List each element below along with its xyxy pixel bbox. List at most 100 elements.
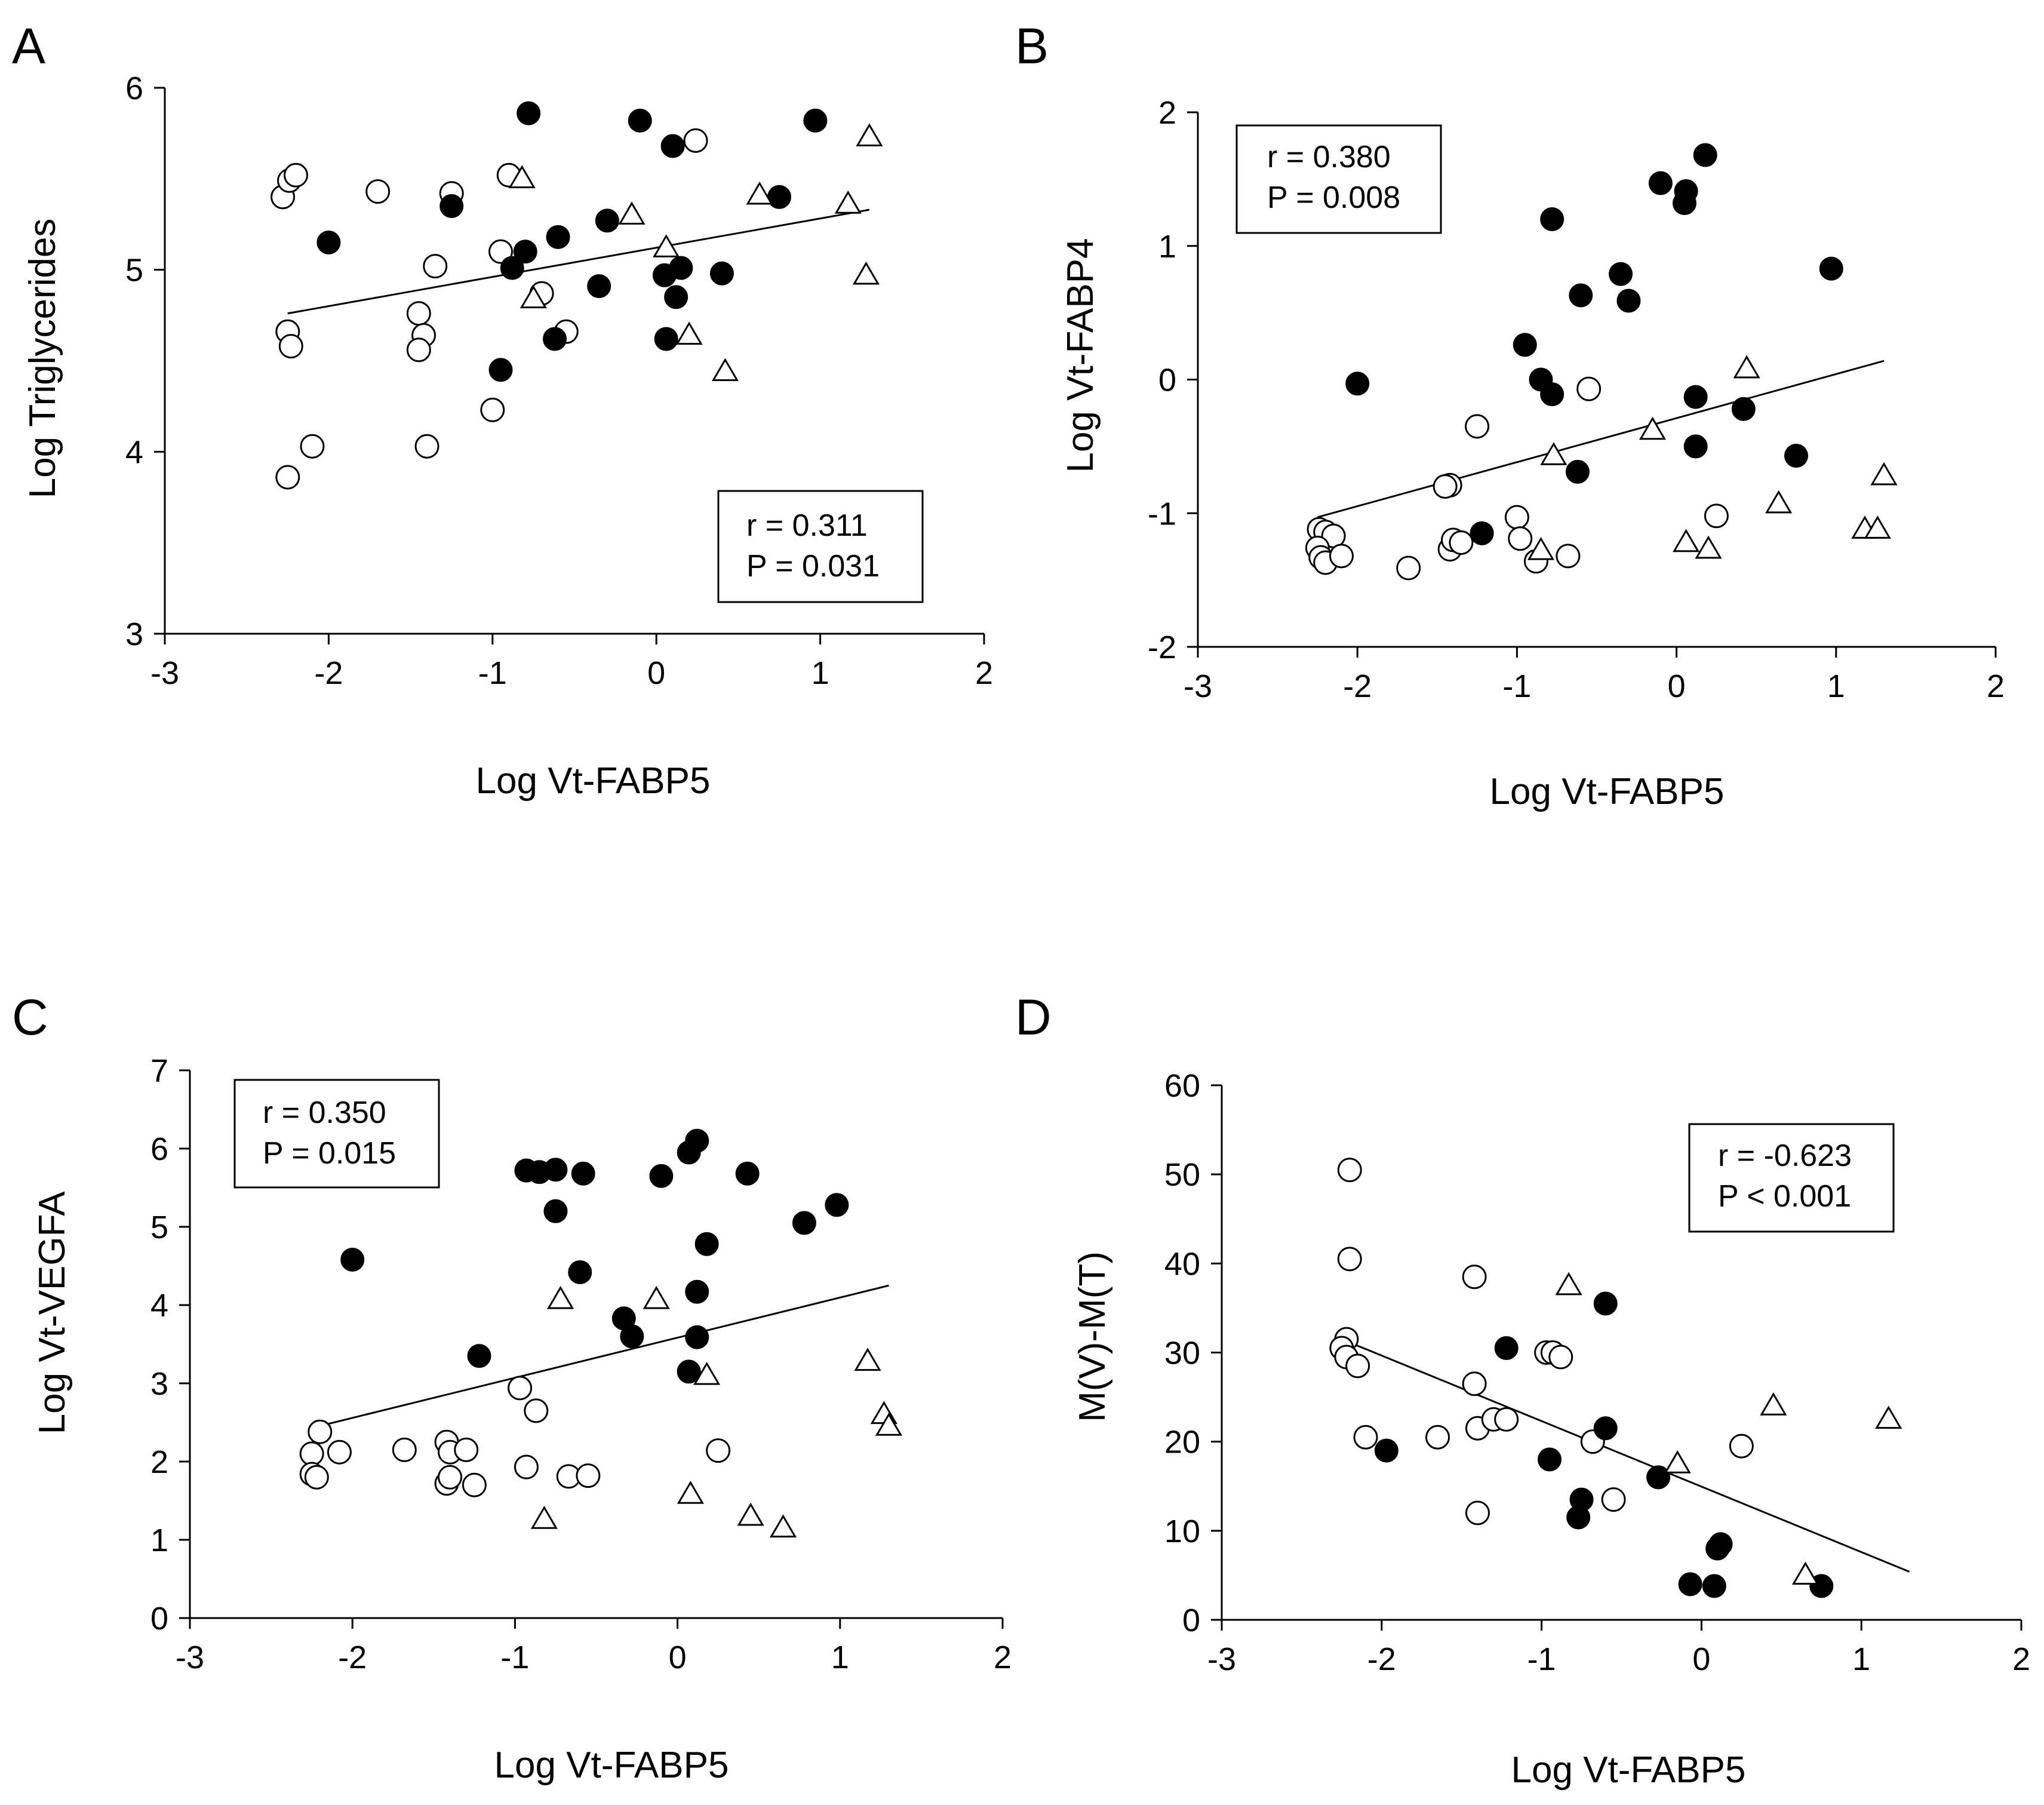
- y-tick-label: 5: [125, 253, 143, 288]
- data-point-filled-circle: [825, 1193, 849, 1217]
- data-point-filled-circle: [543, 1158, 568, 1182]
- data-point-open-triangle: [769, 1514, 797, 1538]
- x-tick-label: 1: [1852, 1641, 1870, 1677]
- data-point-filled-circle: [1683, 434, 1708, 459]
- panel-b: B Log Vt-FABP5 Log Vt-FABP4 -3 -2 -1 0 1 2-2-…: [1015, 18, 2005, 812]
- x-tick-label: 0: [1668, 668, 1686, 704]
- data-point-open-circle: [278, 334, 303, 359]
- stats-box: r = 0.311 P = 0.031: [717, 490, 924, 603]
- stats-box: r = -0.623 P < 0.001: [1688, 1123, 1895, 1233]
- data-point-filled-circle: [467, 1344, 491, 1368]
- data-point-filled-circle: [1345, 372, 1370, 396]
- data-point-open-triangle: [1870, 462, 1898, 486]
- data-point-open-triangle: [520, 285, 547, 309]
- data-point-open-triangle: [1555, 1272, 1582, 1296]
- x-tick-label: -3: [1184, 668, 1212, 704]
- data-point-open-circle: [1556, 544, 1581, 569]
- data-point-open-circle: [454, 1437, 479, 1462]
- y-tick-label: 30: [1164, 1336, 1200, 1371]
- data-point-filled-circle: [677, 1359, 701, 1384]
- stats-r: r = 0.380: [1267, 140, 1391, 174]
- x-tick-label: 2: [1987, 668, 2005, 704]
- x-tick-label: 1: [812, 655, 829, 691]
- data-point-open-triangle: [711, 358, 739, 382]
- y-tick-label: -1: [1148, 496, 1176, 532]
- data-point-filled-circle: [735, 1161, 760, 1186]
- data-point-open-circle: [480, 397, 505, 422]
- data-point-filled-circle: [685, 1128, 709, 1153]
- data-point-open-circle: [1548, 1344, 1573, 1370]
- stats-box: r = 0.350 P = 0.015: [233, 1079, 440, 1189]
- x-tick-label: -3: [1207, 1641, 1236, 1677]
- x-tick-label: -2: [338, 1640, 367, 1675]
- data-point-filled-circle: [546, 225, 570, 249]
- data-point-filled-circle: [1494, 1336, 1519, 1361]
- data-point-open-circle: [414, 434, 439, 459]
- data-point-filled-circle: [1593, 1416, 1618, 1441]
- data-point-open-circle: [365, 179, 391, 204]
- y-tick-label: 10: [1164, 1514, 1200, 1549]
- data-point-open-triangle: [653, 234, 680, 257]
- data-point-filled-circle: [685, 1325, 709, 1349]
- data-point-open-circle: [308, 1419, 333, 1444]
- data-point-open-circle: [683, 128, 708, 153]
- data-point-open-triangle: [834, 191, 862, 214]
- data-point-filled-circle: [1565, 459, 1590, 484]
- data-point-filled-circle: [1540, 207, 1564, 231]
- stats-box: r = 0.380 P = 0.008: [1235, 124, 1442, 234]
- data-point-open-circle: [514, 1454, 539, 1479]
- x-tick-label: -2: [314, 655, 343, 691]
- data-point-open-triangle: [875, 1413, 903, 1436]
- x-tick-label: -1: [478, 655, 507, 691]
- stats-p: P = 0.031: [746, 549, 880, 584]
- x-axis-title: Log Vt-FABP5: [1511, 1749, 1746, 1791]
- data-point-open-circle: [1462, 1264, 1487, 1290]
- y-tick-label: 20: [1164, 1425, 1200, 1460]
- data-point-filled-circle: [513, 240, 537, 264]
- data-point-open-circle: [1704, 504, 1729, 529]
- x-tick-label: -1: [1527, 1641, 1556, 1677]
- data-point-open-triangle: [618, 201, 646, 225]
- panel-letter: C: [12, 989, 48, 1045]
- data-point-open-triangle: [643, 1285, 670, 1309]
- data-point-filled-circle: [1569, 283, 1593, 308]
- y-tick-label: 3: [150, 1366, 168, 1402]
- data-point-filled-circle: [543, 1199, 568, 1223]
- data-point-filled-circle: [1674, 179, 1698, 204]
- data-point-open-triangle: [1733, 355, 1760, 379]
- y-axis-title: Log Triglycerides: [22, 219, 63, 499]
- data-point-filled-circle: [1648, 171, 1673, 195]
- stats-box-frame: [717, 490, 924, 603]
- data-point-filled-circle: [543, 327, 567, 351]
- regression-line: [1341, 1338, 1910, 1573]
- data-point-open-circle: [299, 1441, 324, 1466]
- data-point-open-circle: [406, 337, 431, 363]
- data-point-open-triangle: [1540, 442, 1567, 465]
- data-point-open-circle: [1337, 1247, 1362, 1272]
- data-point-open-triangle: [854, 1347, 881, 1371]
- panel-c: C Log Vt-FABP5 Log Vt-VEGFA -3 -2 -1 0 1 2 0 1 2…: [12, 989, 1012, 1786]
- data-point-filled-circle: [685, 1279, 709, 1304]
- y-axis-title: M(V)-M(T): [1072, 1251, 1113, 1422]
- x-tick-label: 1: [1827, 668, 1845, 704]
- data-point-open-circle: [423, 254, 448, 279]
- y-tick-label: 0: [150, 1601, 168, 1637]
- data-point-open-circle: [1729, 1433, 1754, 1459]
- data-point-filled-circle: [1646, 1465, 1671, 1490]
- y-tick-label: 5: [150, 1210, 168, 1245]
- data-point-open-circle: [438, 1465, 463, 1490]
- data-point-open-triangle: [1765, 490, 1793, 514]
- data-point-open-triangle: [746, 181, 773, 205]
- y-tick-label: 60: [1164, 1068, 1200, 1104]
- data-point-open-circle: [1465, 1500, 1490, 1525]
- data-point-filled-circle: [664, 285, 688, 309]
- x-axis-title: Log Vt-FABP5: [494, 1745, 729, 1786]
- panel-letter: D: [1015, 989, 1052, 1045]
- y-tick-label: 6: [150, 1131, 168, 1167]
- stats-p: P = 0.015: [263, 1136, 396, 1171]
- x-axis-title: Log Vt-FABP5: [476, 760, 711, 802]
- data-point-filled-circle: [587, 274, 611, 299]
- data-point-open-circle: [1337, 1158, 1362, 1183]
- data-point-open-triangle: [693, 1361, 721, 1385]
- data-point-filled-circle: [1731, 397, 1756, 421]
